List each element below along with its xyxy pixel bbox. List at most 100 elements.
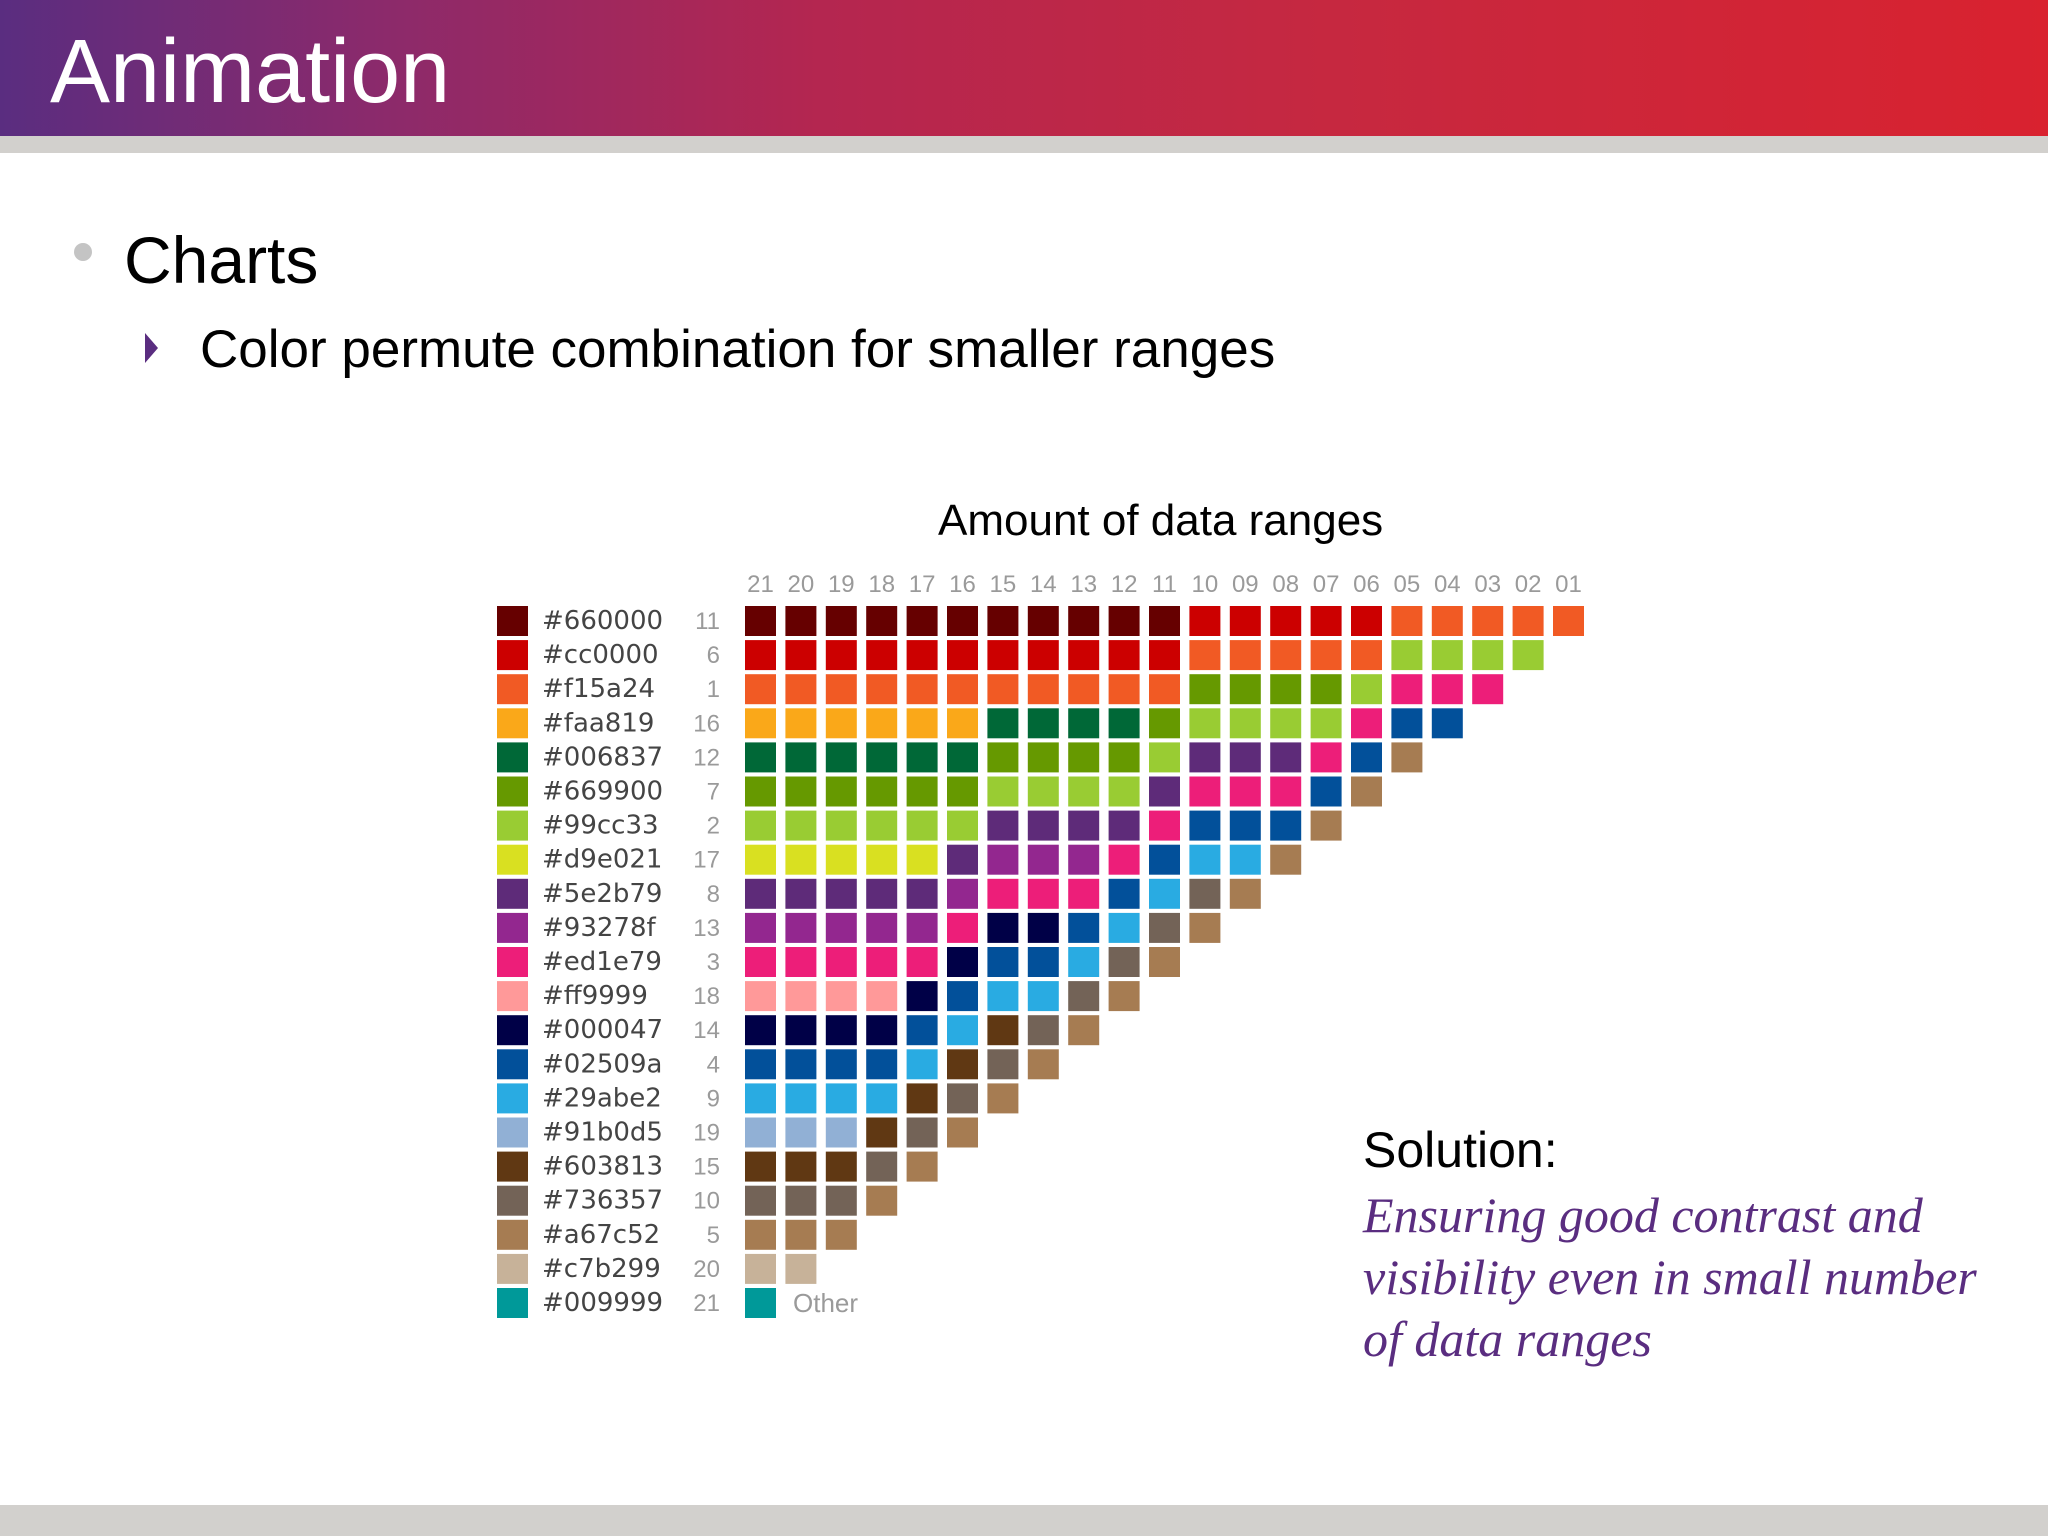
bullet-color-permute: Color permute combination for smaller ra… (200, 320, 1276, 379)
grid-cell (1229, 742, 1261, 773)
legend-hex-label: #f15a24 (542, 674, 655, 704)
grid-cell (1189, 708, 1221, 739)
grid-cell (1270, 742, 1302, 773)
grid-cell (1027, 776, 1059, 807)
legend-swatch (497, 810, 528, 841)
legend-order-number: 8 (707, 881, 720, 908)
grid-cell (785, 947, 817, 977)
legend-hex-label: #736357 (542, 1186, 663, 1216)
grid-cell (1351, 606, 1382, 636)
grid-cell (987, 878, 1019, 909)
grid-cell (1027, 1049, 1059, 1080)
grid-cell (785, 776, 817, 807)
column-label: 03 (1474, 571, 1501, 598)
grid-cell (1149, 640, 1180, 671)
grid-cell (1229, 640, 1261, 671)
legend-swatch (497, 1151, 528, 1182)
grid-cell (947, 1117, 978, 1148)
column-label: 12 (1111, 571, 1138, 598)
grid-cell (785, 1015, 817, 1046)
grid-cell (1351, 708, 1382, 739)
legend-swatch (497, 1117, 528, 1148)
legend-order-number: 16 (693, 710, 720, 737)
grid-cell (1229, 606, 1261, 636)
legend-order-number: 15 (693, 1154, 720, 1181)
grid-cell (745, 776, 776, 807)
legend-swatch (497, 1083, 528, 1114)
grid-cell (1351, 640, 1382, 671)
grid-cell (866, 1015, 898, 1046)
legend-swatch (497, 674, 528, 705)
column-label: 06 (1353, 571, 1380, 598)
grid-cell (1108, 606, 1140, 636)
title-bar (0, 0, 2048, 136)
grid-cell (1149, 878, 1180, 909)
legend-order-number: 10 (693, 1188, 720, 1215)
legend-hex-label: #99cc33 (542, 811, 659, 841)
grid-cell (947, 912, 978, 943)
grid-cell (1027, 708, 1059, 739)
column-label: 02 (1515, 571, 1542, 598)
grid-cell (785, 810, 817, 841)
grid-cell (1310, 606, 1342, 636)
grid-cell (825, 1151, 857, 1182)
grid-cell (866, 674, 898, 705)
grid-cell (1068, 640, 1100, 671)
legend-hex-label: #d9e021 (542, 845, 662, 875)
grid-cell (906, 1083, 938, 1114)
grid-cell (987, 742, 1019, 773)
grid-cell (745, 742, 776, 773)
legend-hex-label: #000047 (542, 1015, 663, 1045)
legend-hex-label: #5e2b79 (542, 879, 662, 909)
grid-cell (987, 981, 1019, 1012)
grid-cell (987, 810, 1019, 841)
grid-cell (1108, 674, 1140, 705)
grid-cell (987, 1015, 1019, 1046)
grid-cell (906, 947, 938, 977)
grid-cell (1472, 606, 1504, 636)
legend-swatch (497, 1049, 528, 1080)
column-label: 09 (1232, 571, 1259, 598)
grid-cell (1189, 878, 1221, 909)
grid-cell (866, 776, 898, 807)
grid-cell (987, 1083, 1019, 1114)
grid-cell (1149, 606, 1180, 636)
legend-order-number: 13 (693, 915, 720, 942)
column-label: 07 (1313, 571, 1340, 598)
grid-cell (1068, 776, 1100, 807)
grid-cell (1472, 674, 1504, 705)
grid-cell (745, 1151, 776, 1182)
legend-order-number: 4 (707, 1051, 720, 1078)
legend-order-number: 5 (707, 1222, 720, 1249)
legend-swatch (497, 640, 528, 671)
grid-cell (1108, 981, 1140, 1012)
grid-cell (1310, 810, 1342, 841)
grid-cell (1027, 810, 1059, 841)
legend-swatch (497, 776, 528, 807)
grid-cell (866, 912, 898, 943)
grid-cell (745, 1117, 776, 1148)
grid-cell (1068, 708, 1100, 739)
grid-cell (1068, 810, 1100, 841)
grid-cell (1270, 810, 1302, 841)
grid-cell (1027, 674, 1059, 705)
grid-cell (1027, 981, 1059, 1012)
legend-swatch (497, 1185, 528, 1216)
grid-cell (906, 981, 938, 1012)
grid-cell (825, 606, 857, 636)
grid-cell (906, 844, 938, 875)
grid-cell (906, 1151, 938, 1182)
legend-hex-label: #ff9999 (542, 981, 648, 1011)
grid-cell (1068, 1015, 1100, 1046)
grid-cell (1310, 640, 1342, 671)
grid-cell (1108, 810, 1140, 841)
grid-cell (947, 981, 978, 1012)
grid-cell (785, 708, 817, 739)
solution-text: Ensuring good contrast and visibility ev… (1363, 1187, 1977, 1367)
legend-hex-label: #006837 (542, 742, 663, 772)
grid-cell (825, 640, 857, 671)
bullet-charts: Charts (124, 223, 319, 297)
grid-cell (1068, 844, 1100, 875)
grid-cell (947, 844, 978, 875)
